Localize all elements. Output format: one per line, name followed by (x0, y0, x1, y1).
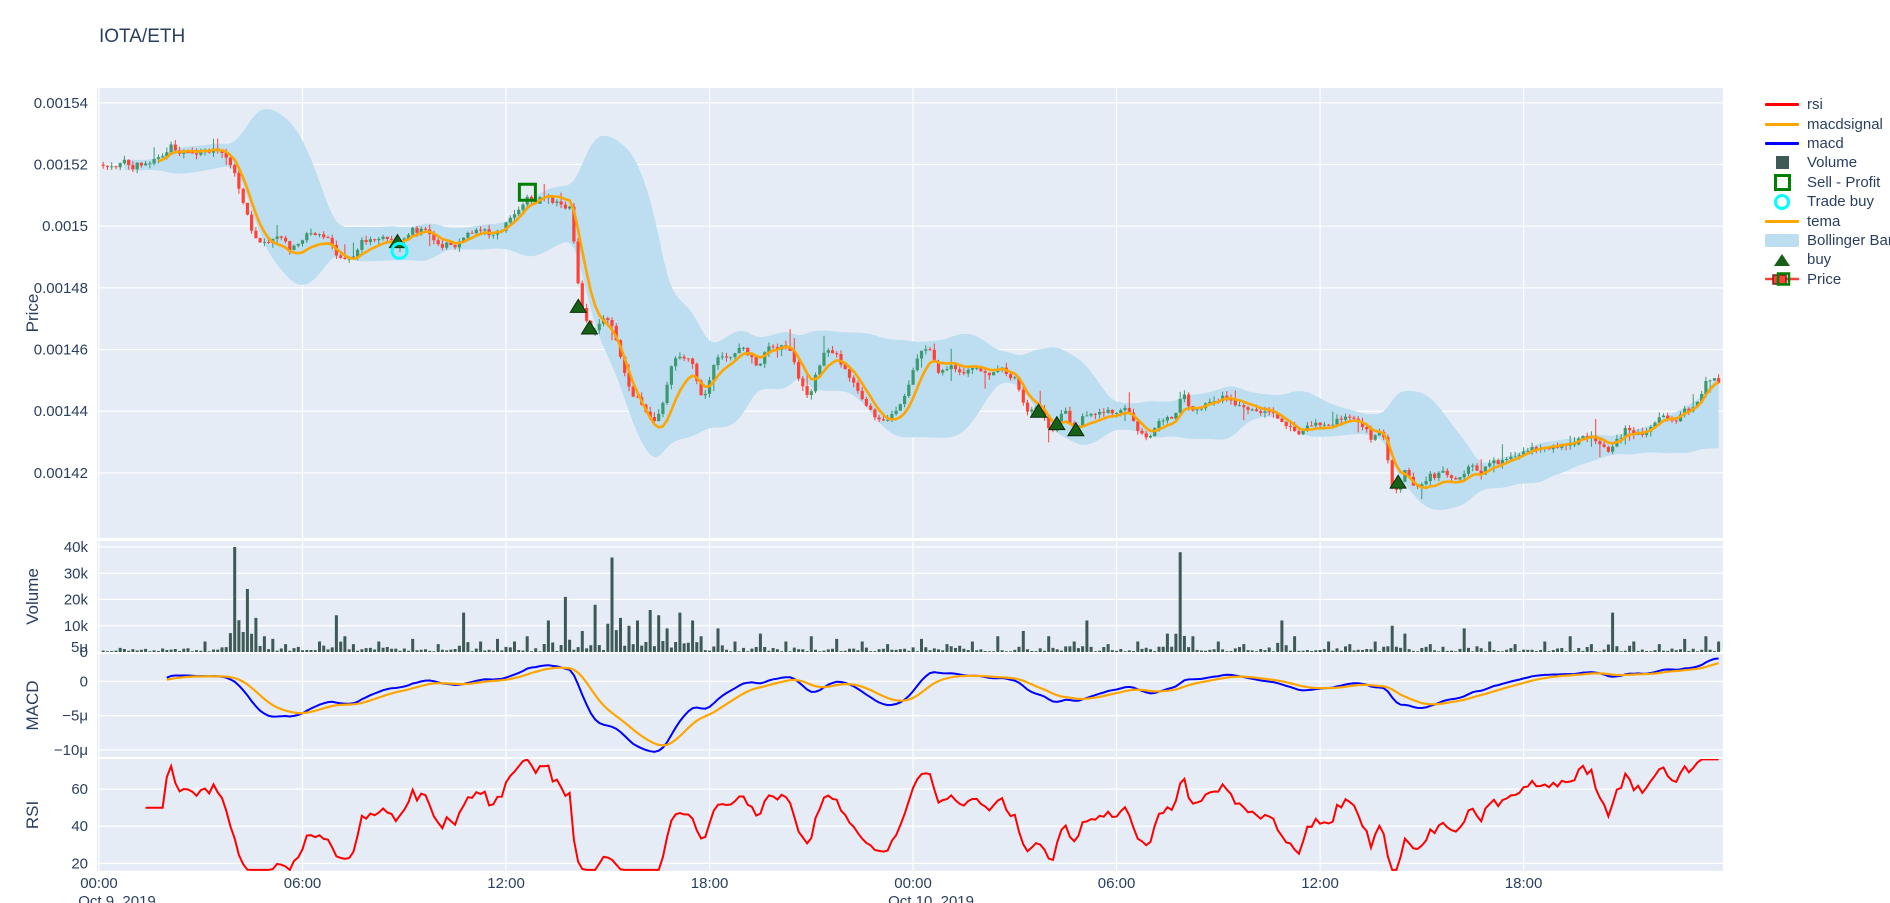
rsi-axis-title: RSI (23, 801, 42, 829)
legend-item-label: rsi (1807, 96, 1823, 114)
price-legend-icon (1764, 271, 1800, 287)
price-ytick-label: 0.0015 (42, 218, 88, 235)
price-ytick-label: 0.00146 (34, 342, 88, 359)
legend-item-label: Bollinger Band (1807, 231, 1890, 249)
volume-legend-icon (1764, 156, 1800, 170)
legend-item-label: tema (1807, 212, 1841, 230)
x-tick-label: 00:00 (80, 875, 118, 892)
legend-item-label: Volume (1807, 154, 1858, 172)
rsi-line (145, 759, 1719, 871)
buy-marker (1389, 474, 1407, 489)
volume-plot-background (97, 541, 1723, 652)
x-date-label: Oct 9, 2019 (78, 893, 156, 903)
rsi-plot-background (97, 759, 1723, 871)
legend-item-label: Sell - Profit (1807, 173, 1881, 191)
legend-item-bollinger-band[interactable]: Bollinger Band (1764, 231, 1890, 250)
x-tick-label: 18:00 (691, 875, 729, 892)
buy-marker (580, 320, 599, 335)
price-ytick-label: 0.00142 (34, 465, 88, 482)
x-date-label: Oct 10, 2019 (888, 893, 974, 903)
sell-profit-legend-icon (1764, 173, 1800, 191)
buy-marker (569, 298, 588, 313)
legend-item-label: macdsignal (1807, 115, 1883, 133)
price-ytick-label: 0.00154 (34, 95, 88, 112)
legend-item-label: Trade buy (1807, 193, 1874, 211)
sell-profit-marker (517, 182, 537, 202)
buy-marker (1066, 421, 1085, 437)
legend-item-sell-profit[interactable]: Sell - Profit (1764, 173, 1890, 192)
legend-item-buy[interactable]: buy (1764, 250, 1890, 269)
legend-item-macd[interactable]: macd (1764, 134, 1890, 153)
macd-axis-title: MACD (23, 680, 42, 730)
tema-line (157, 148, 1720, 490)
rsi-ytick-label: 60 (71, 781, 88, 798)
buy-legend-icon (1764, 253, 1800, 266)
legend: rsi macdsignal macd Volume Sell - Profit Trad… (1764, 95, 1890, 289)
rsi-ytick-label: 40 (71, 818, 88, 835)
x-tick-label: 12:00 (1301, 875, 1339, 892)
macd-line (166, 657, 1719, 753)
price-axis-title: Price (23, 294, 42, 333)
price-ytick-label: 0.00144 (34, 403, 88, 420)
volume-ytick-label: 0 (80, 644, 88, 661)
trade-buy-legend-icon (1764, 193, 1800, 210)
macd-ytick-label: −5μ (62, 708, 88, 725)
legend-item-rsi[interactable]: rsi (1764, 95, 1890, 114)
volume-ytick-label: 20k (64, 592, 89, 609)
macd-legend-icon (1764, 141, 1800, 145)
legend-item-tema[interactable]: tema (1764, 211, 1890, 230)
macdsignal-line (166, 662, 1719, 747)
page-title: IOTA/ETH (99, 26, 186, 47)
macd-ytick-label: −10μ (54, 742, 88, 759)
legend-item-label: Price (1807, 270, 1842, 288)
x-tick-label: 12:00 (487, 875, 525, 892)
volume-axis-title: Volume (23, 568, 42, 625)
rsi-legend-icon (1764, 103, 1800, 107)
legend-item-volume[interactable]: Volume (1764, 153, 1890, 172)
x-tick-label: 06:00 (284, 875, 322, 892)
macd-plot-background (97, 654, 1723, 757)
macdsignal-legend-icon (1764, 122, 1800, 126)
macd-ytick-label: 0 (80, 673, 88, 690)
bollinger-band-legend-icon (1764, 233, 1800, 247)
price-ytick-label: 0.00148 (34, 280, 88, 297)
x-tick-label: 06:00 (1098, 875, 1136, 892)
rsi-ytick-label: 20 (71, 855, 88, 872)
x-tick-label: 18:00 (1505, 875, 1543, 892)
buy-marker (1029, 403, 1048, 418)
x-tick-label: 00:00 (894, 875, 932, 892)
volume-ytick-label: 10k (64, 618, 89, 635)
volume-bars (101, 547, 1721, 652)
tema-legend-icon (1764, 219, 1800, 223)
buy-marker (1047, 415, 1066, 431)
price-ytick-label: 0.00152 (34, 156, 88, 173)
legend-item-label: macd (1807, 134, 1844, 152)
legend-item-label: buy (1807, 251, 1832, 269)
legend-item-price[interactable]: Price (1764, 270, 1890, 289)
legend-item-macdsignal[interactable]: macdsignal (1764, 114, 1890, 133)
volume-ytick-label: 40k (64, 539, 89, 556)
legend-item-trade-buy[interactable]: Trade buy (1764, 192, 1890, 211)
trade-buy-marker (390, 241, 409, 260)
macd-ytick-label: 5μ (71, 639, 88, 656)
volume-ytick-label: 30k (64, 565, 89, 582)
